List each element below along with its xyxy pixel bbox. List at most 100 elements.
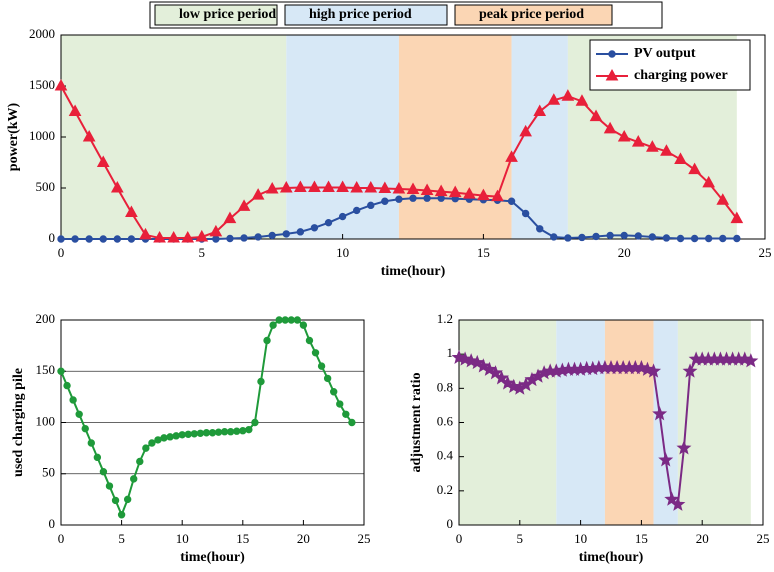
data-point [113, 235, 122, 243]
data-point [287, 316, 295, 324]
data-point [110, 180, 124, 193]
data-point [81, 424, 89, 433]
data-point [364, 180, 378, 193]
data-point [96, 155, 110, 167]
data-point [702, 175, 716, 188]
data-point [378, 181, 392, 194]
data-point [237, 199, 251, 211]
data-point [310, 224, 319, 232]
price-band [604, 320, 654, 525]
y-tick-label: 0.8 [437, 379, 453, 394]
data-point [311, 349, 320, 357]
data-point [282, 230, 290, 238]
data-point [491, 189, 504, 202]
y-tick-label: 0 [447, 516, 454, 531]
data-point [743, 353, 759, 368]
y-tick-label: 100 [36, 413, 56, 428]
data-point [533, 104, 547, 116]
data-point [603, 121, 617, 134]
data-point [71, 235, 79, 243]
x-tick-label: 20 [618, 245, 631, 260]
data-point [305, 336, 314, 345]
data-point [184, 430, 192, 438]
data-point [716, 193, 730, 205]
y-tick-label: 50 [42, 465, 55, 480]
data-point [251, 188, 265, 200]
data-point [620, 231, 628, 240]
data-point [99, 235, 107, 243]
data-point [166, 433, 174, 441]
data-point [167, 230, 180, 243]
data-point [392, 181, 406, 194]
data-point [54, 78, 68, 91]
data-point [281, 316, 289, 324]
data-point [676, 234, 685, 243]
price-band [511, 35, 568, 239]
data-point [606, 231, 614, 240]
data-point [93, 453, 102, 462]
data-point [111, 496, 120, 505]
data-point [690, 234, 699, 243]
data-point [336, 400, 344, 408]
data-point [269, 321, 277, 329]
data-point [220, 428, 229, 436]
data-point [125, 205, 138, 217]
data-point [536, 225, 544, 233]
data-point [589, 109, 603, 122]
data-point [575, 94, 589, 106]
data-point [317, 362, 326, 370]
band-legend-swatch [284, 4, 448, 26]
data-point [550, 233, 558, 241]
data-point [190, 430, 199, 438]
data-point [336, 180, 349, 192]
data-point [160, 434, 168, 442]
data-point [323, 374, 332, 383]
data-point [240, 234, 248, 242]
data-point [475, 358, 491, 373]
x-tick-label: 0 [58, 245, 65, 260]
data-point [196, 429, 205, 437]
x-tick-label: 20 [297, 531, 310, 546]
y-tick-label: 2000 [29, 26, 55, 41]
x-tick-label: 15 [477, 245, 490, 260]
data-point [338, 212, 347, 221]
data-point [233, 427, 241, 435]
y-tick-label: 0.2 [437, 482, 453, 497]
data-point [226, 428, 235, 436]
data-point [127, 235, 136, 243]
x-tick-label: 0 [456, 531, 463, 546]
data-point [139, 227, 152, 240]
data-point [367, 201, 375, 210]
data-point [521, 209, 530, 218]
data-point [153, 230, 166, 243]
x-tick-label: 25 [757, 531, 770, 546]
y-axis-label: used charging pile [11, 368, 26, 477]
y-tick-label: 200 [36, 311, 56, 326]
price-band [61, 35, 287, 239]
data-point [57, 235, 65, 243]
data-point [87, 439, 96, 447]
data-point [63, 381, 71, 390]
data-point [212, 235, 220, 243]
data-point [265, 181, 279, 194]
data-point [239, 427, 247, 435]
data-point [658, 452, 674, 467]
data-point [469, 354, 485, 370]
y-tick-label: 0.6 [437, 413, 454, 428]
x-axis-label: time(hour) [579, 550, 644, 565]
band-legend-swatch [154, 4, 278, 26]
data-point [350, 180, 364, 193]
y-tick-label: 0.4 [437, 448, 454, 463]
data-point [670, 496, 686, 511]
x-axis-label: time(hour) [180, 550, 245, 565]
data-point [662, 234, 671, 242]
data-point [719, 234, 727, 243]
data-point [75, 410, 83, 418]
legend-label: charging power [634, 68, 728, 83]
data-point [226, 234, 234, 243]
price-band [286, 35, 399, 239]
x-axis-label: time(hour) [381, 264, 446, 279]
legend-label: PV output [634, 46, 696, 61]
data-point [648, 233, 657, 241]
